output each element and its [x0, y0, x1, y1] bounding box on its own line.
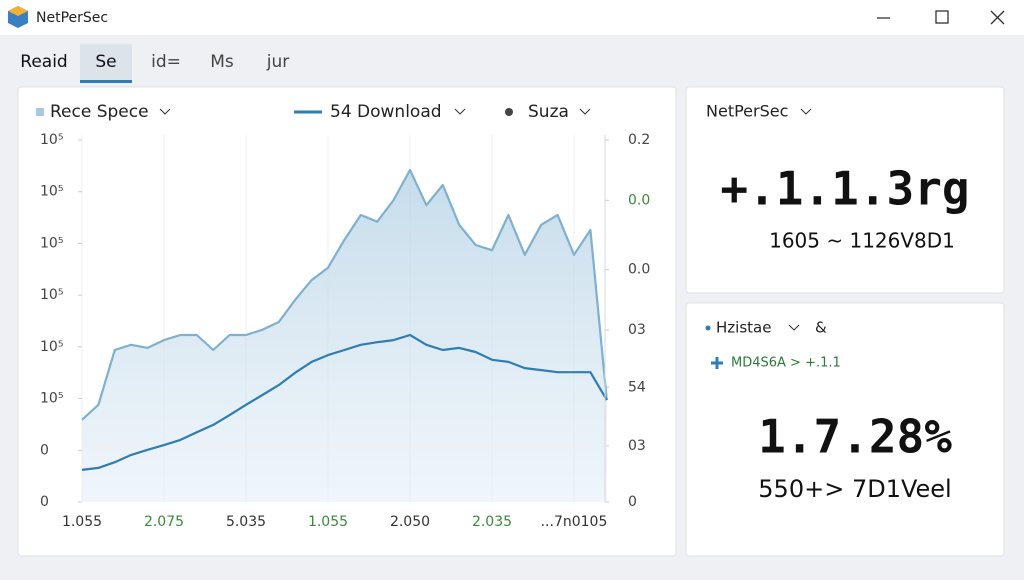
- x-tick-label: ...7n0105: [541, 514, 608, 530]
- legend-entry[interactable]: Suza: [528, 102, 569, 122]
- card: [685, 302, 1005, 557]
- y2-tick-label: 03: [628, 322, 646, 338]
- dropdown-arrow: [579, 108, 591, 115]
- dropdown-arrow: [159, 108, 171, 115]
- y-tick-label: 10⁵: [40, 287, 63, 303]
- x-tick-label: 5.035: [226, 514, 266, 530]
- maximize-button[interactable]: [935, 10, 949, 24]
- active-tab-bg: [80, 44, 132, 82]
- tab[interactable]: Se: [95, 52, 116, 72]
- series-line: [81, 333, 608, 471]
- y2-tick-label: 0.2: [628, 132, 650, 148]
- y-tick-label: 10⁵: [40, 184, 63, 200]
- legend-entry[interactable]: Rece Spece: [50, 102, 149, 122]
- y-tick-label: 0: [40, 442, 49, 458]
- x-tick-label: 2.035: [472, 514, 512, 530]
- y2-tick-label: 0.0: [628, 262, 650, 278]
- legend-marker: [36, 108, 44, 116]
- card-detail: 550+> 7D1Veel: [758, 475, 951, 503]
- legend-marker: [505, 108, 513, 116]
- card-title: NetPerSec: [706, 102, 788, 121]
- y2-tick-label: 54: [628, 379, 646, 395]
- tab[interactable]: Ms: [210, 52, 234, 72]
- x-tick-label: 2.050: [390, 514, 430, 530]
- window-title: NetPerSec: [36, 10, 108, 26]
- tab[interactable]: id=: [151, 52, 181, 72]
- card-value: +.1.1.3rg: [720, 162, 969, 216]
- y-tick-label: 10⁵: [40, 235, 63, 251]
- tab[interactable]: jur: [266, 52, 290, 72]
- close-button[interactable]: [990, 10, 1005, 25]
- y2-tick-label: 03: [628, 438, 646, 454]
- x-tick-label: 2.075: [144, 514, 184, 530]
- app-icon: [8, 6, 28, 28]
- y-tick-label: 10⁵: [40, 132, 63, 148]
- active-tab-underline: [80, 80, 132, 83]
- dropdown-arrow: [800, 108, 812, 115]
- card-value: 1.7.28%: [758, 410, 952, 464]
- card-extra: &: [815, 319, 827, 337]
- y2-tick-label: 0: [628, 494, 637, 510]
- card-title: Hzistae: [716, 319, 771, 337]
- y2-tick-label: 0.0: [628, 192, 650, 208]
- dropdown-arrow: [788, 324, 800, 331]
- legend-entry[interactable]: 54 Download: [330, 102, 442, 122]
- tab[interactable]: Reaid: [20, 52, 67, 72]
- area: [82, 170, 607, 502]
- y-tick-label: 0: [40, 494, 49, 510]
- status-dot: [705, 325, 711, 331]
- tab-bar: Reaid Se id= Ms jur: [20, 44, 289, 83]
- y-tick-label: 10⁵: [40, 339, 63, 355]
- series-line: [81, 168, 608, 421]
- x-tick-label: 1.055: [308, 514, 348, 530]
- card-status: MD4S6A > +.1.1: [731, 356, 841, 371]
- y-tick-label: 10⁵: [40, 391, 63, 407]
- dropdown-arrow: [454, 108, 466, 115]
- plus-icon: [711, 357, 723, 369]
- plot: 1.055 2.075 5.035 1.055 2.050 2.035 ...7n0105 1…: [40, 132, 650, 530]
- title-bar: [0, 0, 1024, 35]
- card: [685, 86, 1005, 294]
- x-tick-label: 1.055: [62, 514, 102, 530]
- card-detail: 1605 ~ 1126V8D1: [769, 229, 955, 253]
